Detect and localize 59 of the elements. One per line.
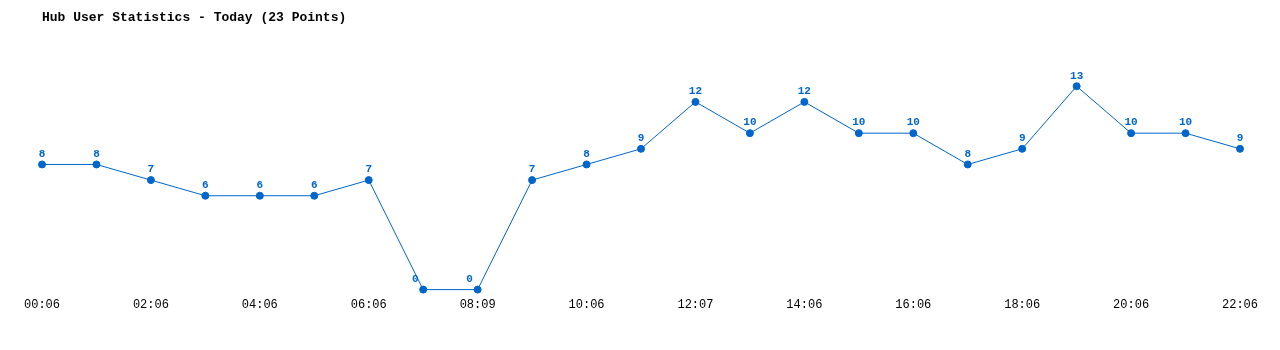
- point: [1072, 82, 1081, 91]
- data-label: 8: [964, 147, 972, 160]
- point: [963, 160, 972, 169]
- point: [310, 191, 319, 200]
- data-label: 12: [797, 85, 811, 98]
- point: [1127, 129, 1136, 138]
- point: [637, 144, 645, 153]
- point: [146, 176, 155, 185]
- point: [1018, 144, 1027, 153]
- data-label: 10: [743, 116, 757, 129]
- x-tick-label: 18:06: [1004, 297, 1041, 312]
- point: [419, 285, 428, 294]
- point: [38, 160, 46, 169]
- point: [255, 191, 264, 200]
- x-tick-label: 16:06: [895, 297, 932, 312]
- data-label: 8: [93, 147, 101, 160]
- data-label: 10: [1124, 116, 1138, 129]
- data-label: 6: [256, 179, 264, 192]
- data-label: 10: [906, 116, 920, 129]
- data-label: 8: [583, 147, 591, 160]
- data-label: 13: [1070, 69, 1084, 82]
- data-label: 8: [38, 147, 46, 160]
- data-label: 9: [1018, 132, 1026, 145]
- data-label: 7: [528, 163, 536, 176]
- point: [582, 160, 591, 169]
- point: [800, 97, 809, 106]
- x-tick-label: 14:06: [786, 297, 823, 312]
- point: [473, 285, 482, 294]
- data-label: 6: [310, 179, 318, 192]
- x-tick-label: 12:07: [677, 297, 714, 312]
- x-tick-label: 02:06: [132, 297, 169, 312]
- x-tick-label: 08:09: [459, 297, 496, 312]
- data-label: 9: [1236, 132, 1244, 145]
- data-label: 7: [147, 163, 155, 176]
- data-label: 10: [1178, 116, 1193, 129]
- point: [691, 97, 700, 106]
- point: [854, 129, 863, 138]
- x-tick-label: 22:06: [1221, 297, 1259, 312]
- point: [745, 129, 754, 138]
- data-label: 12: [688, 85, 703, 98]
- point: [364, 176, 373, 185]
- x-tick-label: 20:06: [1113, 297, 1150, 312]
- data-label: 0: [466, 272, 473, 285]
- point: [201, 191, 210, 200]
- point: [92, 160, 101, 169]
- data-label: 10: [852, 116, 866, 129]
- x-tick-label: 00:06: [23, 297, 61, 312]
- point: [909, 129, 918, 138]
- point: [1181, 129, 1190, 138]
- point: [528, 176, 537, 185]
- data-label: 9: [637, 132, 645, 145]
- data-label: 6: [202, 179, 209, 192]
- x-tick-label: 04:06: [241, 297, 278, 312]
- data-label: 7: [365, 163, 373, 176]
- point: [1236, 144, 1244, 153]
- x-tick-label: 10:06: [568, 297, 605, 312]
- data-label: 0: [411, 272, 419, 285]
- x-tick-label: 06:06: [350, 297, 387, 312]
- chart-title: Hub User Statistics - Today (23 Points): [42, 10, 347, 26]
